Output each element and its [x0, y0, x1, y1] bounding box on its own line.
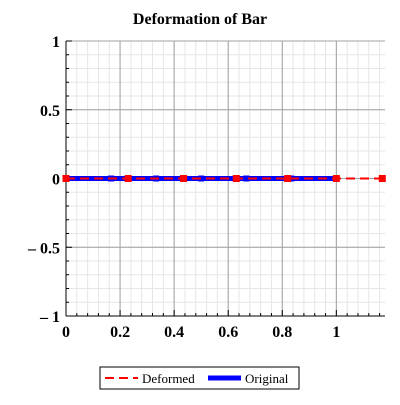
y-tick-label: 0 [52, 172, 60, 189]
chart-title: Deformation of Bar [133, 11, 267, 28]
axes [65, 40, 385, 317]
data-point-deformed [378, 175, 386, 182]
data-point-deformed [124, 175, 132, 182]
y-tick-label: – 1 [39, 309, 60, 326]
series-deformed [62, 175, 386, 182]
data-point-original [243, 175, 250, 182]
legend-label-original: Original [245, 371, 289, 386]
x-tick-label: 0.2 [110, 324, 130, 341]
data-point-deformed [232, 175, 240, 182]
y-tick-label: – 0.5 [27, 240, 60, 257]
data-point-deformed [332, 175, 340, 182]
x-tick-label: 0.6 [218, 324, 238, 341]
y-tick-label: 1 [52, 34, 60, 51]
y-tick-label: 0.5 [40, 103, 60, 120]
legend: Deformed Original [99, 366, 300, 390]
tick-labels: 0 0.2 0.4 0.6 0.8 1 1 0.5 0 – 0.5 – 1 [27, 34, 340, 341]
x-tick-label: 0.8 [272, 324, 292, 341]
legend-label-deformed: Deformed [142, 371, 195, 386]
x-tick-label: 0.4 [164, 324, 184, 341]
data-point-deformed [62, 175, 70, 182]
data-point-original [198, 175, 205, 182]
data-point-deformed [284, 175, 292, 182]
x-tick-label: 1 [332, 324, 340, 341]
data-point-deformed [180, 175, 188, 182]
x-tick-label: 0 [62, 324, 70, 341]
legend-box [99, 366, 300, 390]
series-layer [62, 175, 386, 182]
